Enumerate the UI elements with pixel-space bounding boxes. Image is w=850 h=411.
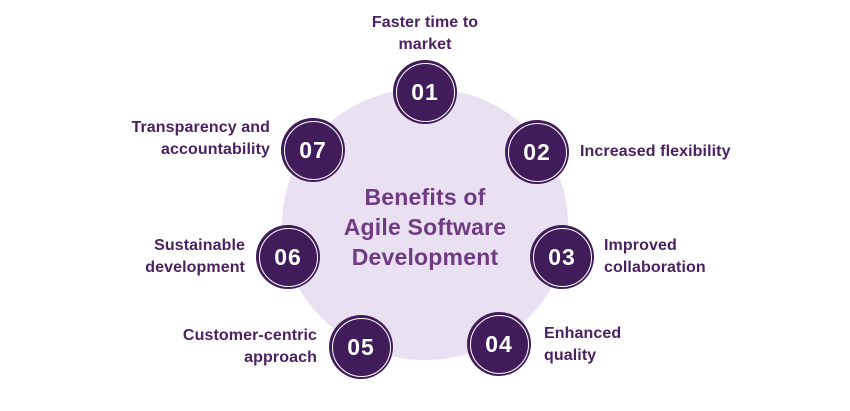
- node-label-02: Increased flexibility: [580, 143, 731, 160]
- node-badge-03: 03: [530, 225, 594, 289]
- node-number: 06: [274, 243, 302, 270]
- node-number: 04: [485, 330, 513, 357]
- node-label-01: Faster time to market: [371, 14, 479, 53]
- node-number: 03: [548, 243, 576, 270]
- node-badge-01: 01: [393, 60, 457, 124]
- node-badge-02: 02: [505, 120, 569, 184]
- title-line-3: Development: [351, 244, 499, 270]
- node-badge-06: 06: [256, 225, 320, 289]
- node-label-07: Transparency and accountability: [131, 119, 270, 158]
- node-badge-04: 04: [467, 312, 531, 376]
- node-number: 01: [411, 78, 439, 105]
- node-label-04: Enhanced quality: [544, 325, 622, 364]
- node-number: 07: [299, 136, 327, 163]
- node-number: 05: [347, 333, 375, 360]
- title-line-1: Benefits of: [364, 184, 486, 210]
- node-label-06: Sustainable development: [145, 237, 245, 276]
- node-badge-05: 05: [329, 315, 393, 379]
- node-number: 02: [523, 138, 551, 165]
- node-label-05: Customer-centric approach: [182, 327, 317, 366]
- title-line-2: Agile Software: [343, 214, 507, 240]
- diagram-title: Benefits of Agile Software Development: [275, 182, 575, 272]
- node-badge-07: 07: [281, 118, 345, 182]
- node-label-03: Improved collaboration: [604, 237, 706, 276]
